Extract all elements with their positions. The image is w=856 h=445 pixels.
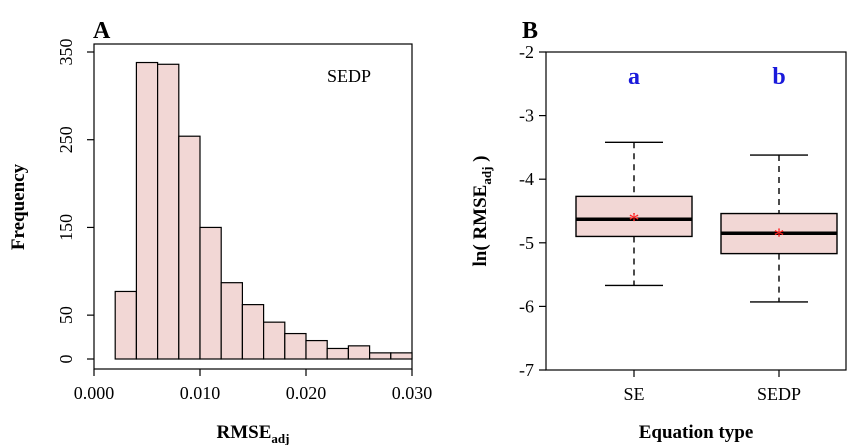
histogram-plot-frame bbox=[93, 43, 413, 370]
boxplot-x-tick-label: SE bbox=[623, 384, 644, 404]
boxplot-y-axis-title: ln( RMSEadj ) bbox=[470, 156, 494, 267]
boxplot-y-tick-label: -6 bbox=[519, 296, 534, 316]
boxplot-y-title-sub: adj bbox=[479, 167, 494, 185]
histogram-x-axis: 0.000 0.010 0.020 0.030 bbox=[74, 369, 433, 403]
histogram-x-tick-label: 0.020 bbox=[286, 383, 327, 403]
boxplot-y-tick-label: -4 bbox=[519, 169, 534, 189]
histogram-bar bbox=[199, 226, 222, 360]
panel-label-a: A bbox=[93, 18, 111, 44]
histogram-bar bbox=[220, 282, 243, 360]
boxplot-x-axis: SE SEDP bbox=[623, 370, 801, 404]
histogram-panel: A 0.000 0.010 0.020 0.030 0 50 150 250 350 SEDP… bbox=[8, 18, 432, 445]
histogram-bars bbox=[114, 61, 413, 360]
histogram-y-axis-title: Frequency bbox=[8, 163, 29, 250]
histogram-x-title-main: RMSE bbox=[217, 422, 272, 443]
histogram-bar bbox=[326, 347, 350, 360]
boxplot-x-axis-title: Equation type bbox=[639, 422, 754, 443]
significance-letter: b bbox=[772, 64, 785, 90]
panel-label-b: B bbox=[522, 18, 538, 44]
histogram-y-tick-label: 150 bbox=[56, 214, 76, 241]
boxplot-box-se: *a bbox=[575, 64, 693, 287]
histogram-y-tick-label: 50 bbox=[56, 306, 76, 324]
boxplot-y-tick-label: -5 bbox=[519, 233, 534, 253]
histogram-bar bbox=[135, 61, 159, 360]
boxplot-y-tick-label: -2 bbox=[519, 42, 534, 62]
histogram-bar bbox=[241, 304, 265, 360]
boxplot-y-tick-label: -7 bbox=[519, 360, 534, 380]
histogram-bar bbox=[284, 332, 307, 360]
histogram-bar bbox=[157, 63, 180, 360]
boxplot-boxes: *a*b bbox=[575, 64, 838, 303]
boxplot-y-tick-label: -3 bbox=[519, 106, 534, 126]
histogram-bar bbox=[369, 352, 392, 360]
mean-marker: * bbox=[774, 223, 785, 248]
histogram-annotation: SEDP bbox=[327, 66, 371, 86]
boxplot-x-tick-label: SEDP bbox=[757, 384, 801, 404]
histogram-y-tick-label: 350 bbox=[56, 39, 76, 66]
histogram-bar bbox=[305, 339, 328, 360]
boxplot-y-title-end: ) bbox=[470, 156, 491, 167]
boxplot-plot-frame bbox=[545, 51, 847, 371]
histogram-bar bbox=[114, 290, 137, 360]
histogram-x-axis-title: RMSEadj bbox=[217, 422, 290, 445]
histogram-y-axis: 0 50 150 250 350 bbox=[56, 39, 94, 364]
histogram-bar bbox=[390, 352, 413, 360]
histogram-y-tick-label: 0 bbox=[56, 355, 76, 364]
boxplot-box-sedp: *b bbox=[720, 64, 838, 303]
histogram-bar bbox=[178, 135, 201, 360]
histogram-x-tick-label: 0.030 bbox=[392, 383, 433, 403]
significance-letter: a bbox=[628, 64, 640, 90]
histogram-bar bbox=[347, 345, 371, 360]
histogram-y-tick-label: 250 bbox=[56, 126, 76, 153]
mean-marker: * bbox=[629, 208, 640, 233]
interquartile-box bbox=[575, 195, 693, 238]
histogram-bar bbox=[263, 321, 286, 360]
histogram-x-tick-label: 0.010 bbox=[180, 383, 221, 403]
histogram-x-title-sub: adj bbox=[271, 431, 289, 445]
boxplot-y-axis: -2 -3 -4 -5 -6 -7 bbox=[519, 42, 546, 380]
boxplot-y-title-main: ln( RMSE bbox=[470, 185, 491, 267]
boxplot-panel: B -2-3-4-5-6-7 SE SEDP *a*b Equation type… bbox=[470, 18, 847, 443]
histogram-x-tick-label: 0.000 bbox=[74, 383, 115, 403]
